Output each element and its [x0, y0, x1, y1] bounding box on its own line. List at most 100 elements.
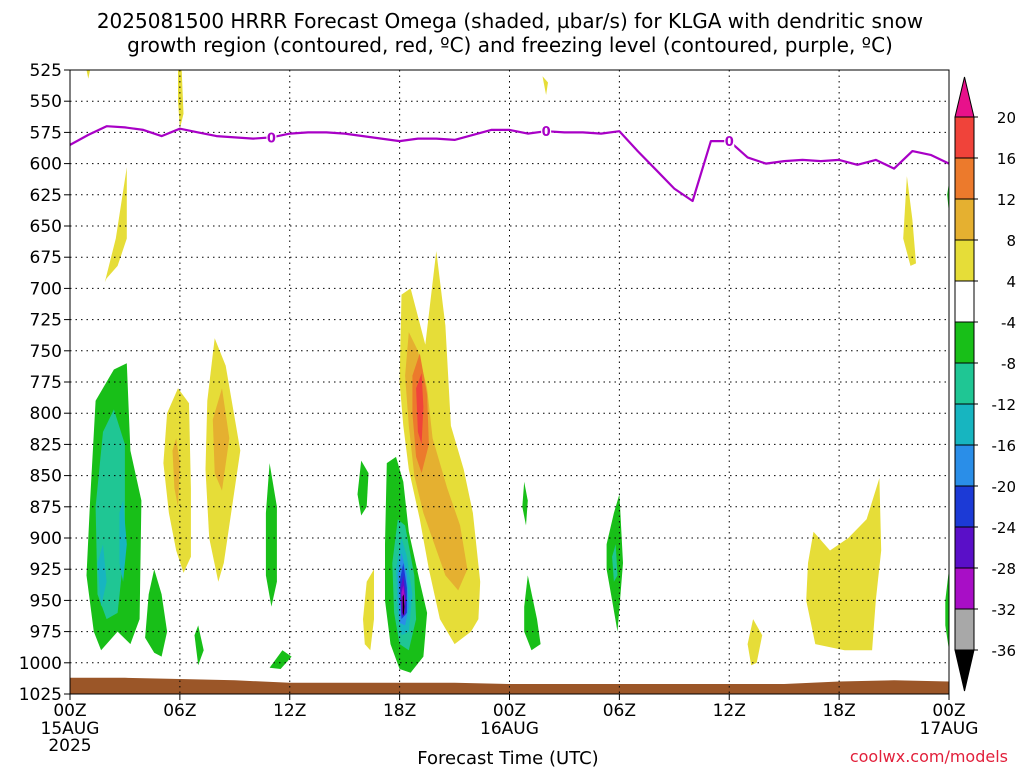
omega-region-neg4-14	[269, 650, 292, 669]
omega-region-neg4-37	[945, 569, 949, 651]
omega-region-pos4-29	[542, 76, 548, 95]
omega-region-pos8-6	[212, 388, 230, 491]
omega-region-pos4-35	[806, 478, 882, 651]
omega-region-pos4-34	[747, 619, 763, 666]
colorbar-label-9: -20	[992, 478, 1017, 496]
y-axis: 525 550 575 600 625 650 675 700 725 750 775 800 825 8…	[19, 61, 70, 705]
colorbar-band-11	[954, 526, 975, 569]
freezing-level-label-bg-0	[266, 129, 277, 145]
y-tick-label-625: 625	[30, 186, 62, 206]
colorbar-bottom-arrow	[954, 649, 975, 692]
y-tick-label-900: 900	[30, 529, 62, 549]
omega-region-neg8-33	[612, 544, 618, 582]
colorbar-label-10: -24	[992, 519, 1017, 537]
omega-region-pos4-2	[86, 70, 91, 79]
colorbar-band-1	[954, 116, 975, 159]
colorbar-top-arrow	[954, 76, 975, 118]
y-tick-label-700: 700	[30, 279, 62, 299]
y-tick-label-1025: 1025	[19, 685, 62, 705]
colorbar-band-10	[954, 485, 975, 528]
x-tick-year-0: 2025	[48, 736, 91, 756]
y-tick-label-825: 825	[30, 435, 62, 455]
x-tick-label-18: 18Z	[383, 701, 416, 721]
omega-shading	[70, 70, 949, 694]
y-tick-label-925: 925	[30, 560, 62, 580]
colorbar-label-1: 16	[997, 150, 1016, 168]
chart-title-line2: growth region (contoured, red, ºC) and f…	[127, 33, 893, 57]
freezing-level-label-bg-1	[541, 123, 552, 139]
grid-lines	[70, 70, 949, 694]
y-tick-label-725: 725	[30, 311, 62, 331]
colorbar-label-8: -16	[992, 437, 1017, 455]
omega-region-neg4-31	[524, 575, 541, 651]
colorbar-band-2	[954, 157, 975, 200]
freezing-level-label-1: 0	[542, 125, 551, 140]
colorbar-label-0: 20	[997, 109, 1016, 127]
colorbar-band-12	[954, 567, 975, 610]
omega-region-neg4-11	[145, 569, 168, 657]
omega-region-pos4-16	[363, 569, 374, 651]
x-tick-label-42: 18Z	[822, 701, 855, 721]
omega-region-neg12-9	[119, 500, 127, 582]
freezing-level-label-bg-2	[724, 133, 735, 149]
colorbar-band-4	[954, 239, 975, 282]
y-tick-label-675: 675	[30, 248, 62, 268]
colorbar-band-6	[954, 321, 975, 364]
x-tick-label-36: 12Z	[713, 701, 746, 721]
colorbar-band-9	[954, 444, 975, 487]
omega-region-pos4-0	[104, 167, 127, 283]
y-tick-label-1000: 1000	[19, 654, 62, 674]
colorbar-label-4: 4	[1006, 273, 1016, 291]
y-tick-label-550: 550	[30, 92, 62, 112]
y-tick-label-875: 875	[30, 498, 62, 518]
colorbar-band-8	[954, 403, 975, 446]
x-axis-title: Forecast Time (UTC)	[417, 748, 598, 768]
omega-region-neg4-12	[194, 625, 204, 666]
omega-region-pos4-1	[178, 70, 184, 129]
omega-region-pos4-36	[903, 176, 916, 266]
x-tick-label-12: 12Z	[273, 701, 306, 721]
colorbar-label-5: -4	[1001, 314, 1016, 332]
colorbar-label-12: -32	[992, 601, 1017, 619]
chart-title-line1: 2025081500 HRRR Forecast Omega (shaded, …	[97, 9, 923, 33]
x-tick-label-0: 00Z	[53, 701, 86, 721]
x-tick-label-48: 00Z	[932, 701, 965, 721]
credit-text[interactable]: coolwx.com/models	[850, 747, 1008, 766]
colorbar-band-5	[954, 280, 975, 323]
colorbar-label-6: -8	[1001, 355, 1016, 373]
y-tick-label-750: 750	[30, 342, 62, 362]
x-tick-date-48: 17AUG	[920, 719, 979, 739]
y-tick-label-775: 775	[30, 373, 62, 393]
y-tick-label-525: 525	[30, 61, 62, 81]
freezing-level-label-0: 0	[267, 131, 276, 146]
colorbar-label-7: -12	[992, 396, 1017, 414]
plot-area: 0 0 0	[69, 69, 950, 695]
colorbar-band-7	[954, 362, 975, 405]
colorbar-label-2: 12	[997, 191, 1016, 209]
x-tick-date-0: 15AUG	[41, 719, 100, 739]
freezing-level-line	[70, 125, 949, 203]
y-tick-label-850: 850	[30, 467, 62, 487]
omega-region-neg12-10	[97, 544, 107, 607]
colorbar-band-3	[954, 198, 975, 241]
y-tick-label-650: 650	[30, 217, 62, 237]
y-tick-label-975: 975	[30, 623, 62, 643]
colorbar-band-13	[954, 608, 975, 651]
x-tick-label-30: 06Z	[603, 701, 636, 721]
omega-region-neg36-28	[402, 594, 405, 616]
x-tick-date-24: 16AUG	[480, 719, 539, 739]
x-tick-label-6: 06Z	[163, 701, 196, 721]
y-tick-label-575: 575	[30, 123, 62, 143]
x-tick-label-24: 00Z	[493, 701, 526, 721]
colorbar: 20 16 12 8 4 -4 -8 -12 -16 -20 -24 -28 -32 -36	[954, 76, 1017, 692]
omega-region-pos8-4	[172, 438, 180, 507]
y-tick-label-600: 600	[30, 155, 62, 175]
y-tick-label-950: 950	[30, 591, 62, 611]
freezing-level-label-2: 0	[725, 135, 734, 150]
omega-region-pos16-20	[416, 373, 424, 445]
terrain-fill	[70, 677, 949, 694]
colorbar-label-3: 8	[1006, 232, 1016, 250]
omega-region-neg4-30	[522, 481, 528, 526]
